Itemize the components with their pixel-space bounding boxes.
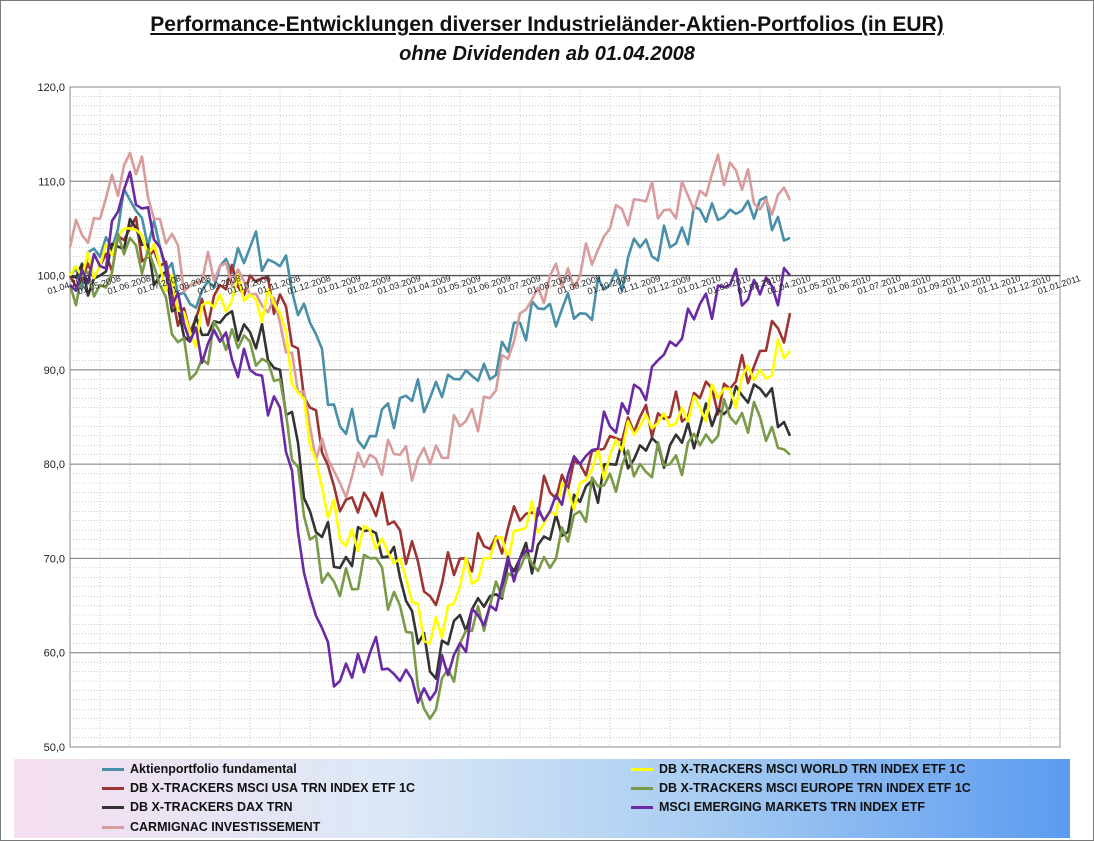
- y-tick-label: 110,0: [38, 176, 65, 188]
- legend-swatch: [102, 805, 124, 809]
- y-tick-label: 70,0: [44, 553, 65, 565]
- legend-label: DB X-TRACKERS MSCI WORLD TRN INDEX ETF 1…: [659, 762, 966, 776]
- series-line: [68, 227, 791, 645]
- legend-swatch: [631, 805, 653, 809]
- y-tick-label: 50,0: [44, 742, 65, 754]
- series-line: [68, 151, 792, 499]
- legend-item: DB X-TRACKERS MSCI USA TRN INDEX ETF 1C: [102, 781, 415, 795]
- legend-label: DB X-TRACKERS MSCI USA TRN INDEX ETF 1C: [130, 781, 415, 795]
- chart-subtitle: ohne Dividenden ab 01.04.2008: [399, 43, 695, 65]
- legend-item: CARMIGNAC INVESTISSEMENT: [102, 820, 320, 834]
- y-tick-label: 80,0: [44, 459, 65, 471]
- chart-legend: Aktienportfolio fundamental DB X-TRACKERS…: [14, 759, 1070, 838]
- legend-swatch: [631, 786, 653, 790]
- y-tick-label: 100,0: [37, 271, 65, 283]
- y-tick-label: 120,0: [37, 82, 65, 94]
- chart-title: Performance-Entwicklungen diverser Indus…: [150, 13, 944, 36]
- legend-swatch: [631, 767, 653, 771]
- series-line: [69, 187, 791, 450]
- legend-swatch: [102, 825, 124, 829]
- y-tick-label: 90,0: [44, 365, 65, 377]
- legend-item: DB X-TRACKERS DAX TRN: [102, 800, 293, 814]
- legend-swatch: [102, 786, 124, 790]
- legend-item: MSCI EMERGING MARKETS TRN INDEX ETF: [631, 800, 925, 814]
- legend-item: DB X-TRACKERS MSCI EUROPE TRN INDEX ETF …: [631, 781, 971, 795]
- legend-label: CARMIGNAC INVESTISSEMENT: [130, 820, 321, 834]
- chart-plot: 50,060,070,080,090,0100,0110,0120,001.04…: [37, 82, 1081, 754]
- series-line: [69, 170, 792, 704]
- legend-label: DB X-TRACKERS MSCI EUROPE TRN INDEX ETF …: [659, 781, 971, 795]
- legend-item: DB X-TRACKERS MSCI WORLD TRN INDEX ETF 1…: [631, 762, 965, 776]
- legend-label: DB X-TRACKERS DAX TRN: [130, 800, 293, 814]
- legend-label: MSCI EMERGING MARKETS TRN INDEX ETF: [659, 800, 925, 814]
- legend-label: Aktienportfolio fundamental: [130, 762, 297, 776]
- series-line: [68, 232, 791, 721]
- legend-item: Aktienportfolio fundamental: [102, 762, 297, 776]
- legend-swatch: [102, 767, 124, 771]
- y-tick-label: 60,0: [44, 648, 65, 660]
